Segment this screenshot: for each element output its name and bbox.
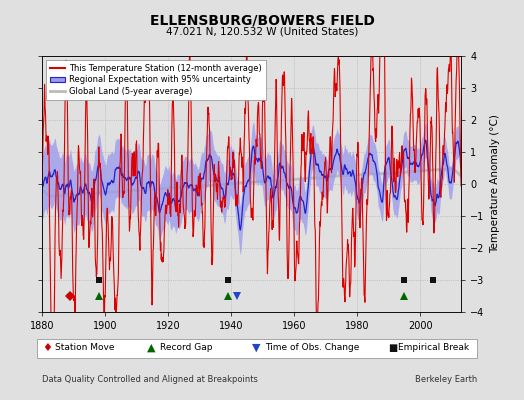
Text: Berkeley Earth: Berkeley Earth <box>414 375 477 384</box>
Text: ▲: ▲ <box>147 343 155 353</box>
Text: Time of Obs. Change: Time of Obs. Change <box>265 344 359 352</box>
Text: ■: ■ <box>388 343 397 353</box>
Text: ▼: ▼ <box>252 343 260 353</box>
Text: Empirical Break: Empirical Break <box>398 344 470 352</box>
Text: Record Gap: Record Gap <box>160 344 212 352</box>
Text: 47.021 N, 120.532 W (United States): 47.021 N, 120.532 W (United States) <box>166 26 358 36</box>
Text: ♦: ♦ <box>42 343 52 353</box>
Text: ELLENSBURG/BOWERS FIELD: ELLENSBURG/BOWERS FIELD <box>149 14 375 28</box>
Legend: This Temperature Station (12-month average), Regional Expectation with 95% uncer: This Temperature Station (12-month avera… <box>46 60 266 100</box>
Text: Station Move: Station Move <box>55 344 115 352</box>
Text: Data Quality Controlled and Aligned at Breakpoints: Data Quality Controlled and Aligned at B… <box>42 375 258 384</box>
Text: ▲: ▲ <box>147 343 155 353</box>
Text: Record Gap: Record Gap <box>160 344 212 352</box>
Text: Time of Obs. Change: Time of Obs. Change <box>265 344 359 352</box>
Text: Station Move: Station Move <box>55 344 115 352</box>
Text: Empirical Break: Empirical Break <box>398 344 470 352</box>
Y-axis label: Temperature Anomaly (°C): Temperature Anomaly (°C) <box>490 114 500 254</box>
Text: ■: ■ <box>388 343 397 353</box>
Text: ♦: ♦ <box>42 343 52 353</box>
Text: ▼: ▼ <box>252 343 260 353</box>
